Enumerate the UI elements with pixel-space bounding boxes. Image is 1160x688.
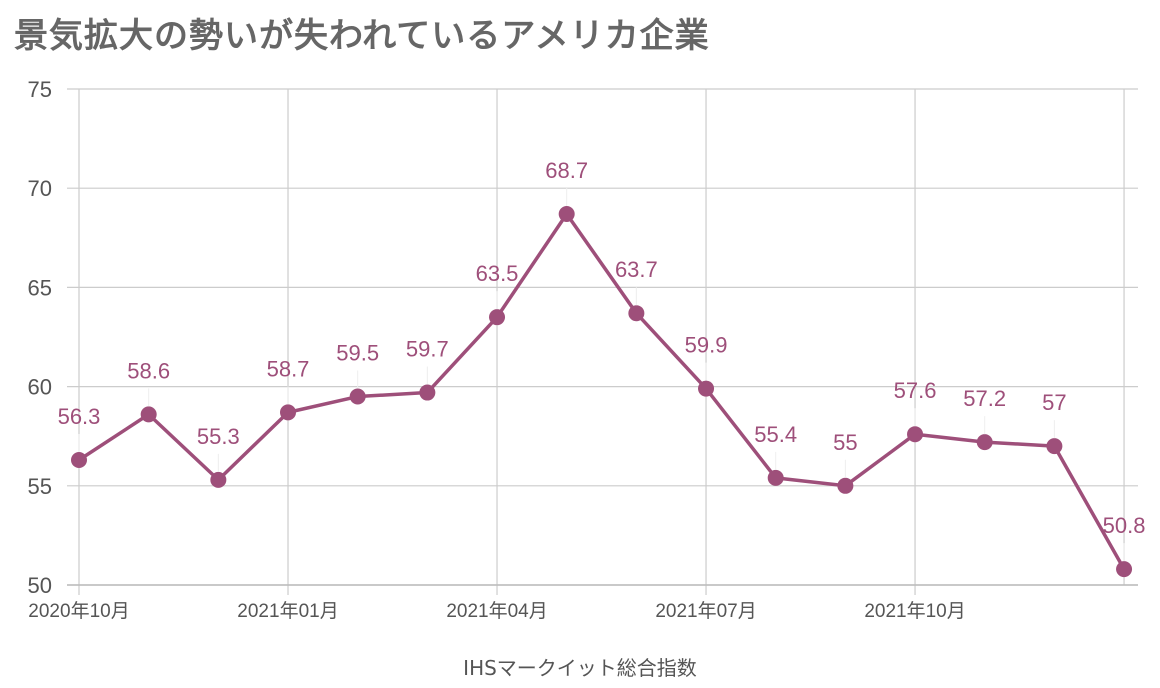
- x-axis-title: IHSマークイット総合指数: [463, 656, 697, 680]
- data-label: 59.5: [336, 341, 379, 366]
- data-point: [1046, 438, 1063, 455]
- x-tick-label: 2021年01月: [237, 600, 338, 622]
- y-tick-label: 55: [28, 474, 52, 499]
- data-point: [210, 471, 227, 488]
- data-label: 55.4: [754, 422, 797, 447]
- y-tick-label: 75: [28, 77, 52, 102]
- data-label: 63.7: [615, 257, 658, 282]
- data-label-layer: 56.3 58.6 55.3 58.7 59.5 59.7 63.5 68.7 63.7 59.9…: [58, 158, 1146, 562]
- axis-layer: 50 55 60 65 70 75 2020年10月 2021年01月 2021年04月 2021…: [28, 77, 1138, 622]
- y-tick-label: 60: [28, 375, 52, 400]
- data-label: 57.2: [963, 386, 1006, 411]
- y-tick-label: 50: [28, 573, 52, 598]
- data-label: 63.5: [476, 261, 519, 286]
- data-point: [419, 384, 436, 401]
- data-point: [489, 309, 506, 326]
- data-point-layer: [71, 205, 1133, 578]
- data-point: [71, 452, 87, 469]
- data-label: 59.7: [406, 337, 449, 362]
- data-point: [767, 469, 784, 486]
- data-point: [698, 380, 715, 397]
- series-line-layer: [78, 212, 1126, 570]
- data-point: [628, 305, 645, 322]
- data-point: [1116, 561, 1133, 578]
- x-tick-label: 2021年10月: [864, 600, 965, 622]
- x-tick-label: 2020年10月: [28, 600, 129, 622]
- x-tick-label: 2021年04月: [446, 600, 547, 622]
- data-point: [558, 205, 575, 222]
- data-label: 68.7: [545, 158, 588, 183]
- x-tick-label: 2021年07月: [655, 600, 756, 622]
- data-label: 50.8: [1103, 513, 1146, 538]
- data-label: 58.6: [127, 358, 170, 383]
- data-point: [349, 388, 366, 405]
- data-label: 56.3: [58, 404, 101, 429]
- grid-layer: [67, 88, 1138, 595]
- data-point: [837, 477, 854, 494]
- data-point: [907, 426, 924, 443]
- chart-title: 景気拡大の勢いが失われているアメリカ企業: [14, 16, 710, 56]
- y-tick-label: 65: [28, 275, 52, 300]
- data-label: 59.9: [685, 333, 728, 358]
- data-point: [140, 406, 157, 423]
- data-point: [976, 434, 993, 451]
- data-label: 57.6: [894, 378, 937, 403]
- y-tick-label: 70: [28, 176, 52, 201]
- data-point: [280, 404, 297, 421]
- data-label: 58.7: [267, 356, 310, 381]
- data-label: 57: [1042, 390, 1066, 415]
- series-line: [78, 212, 1126, 570]
- data-label: 55: [833, 430, 857, 455]
- data-label: 55.3: [197, 424, 240, 449]
